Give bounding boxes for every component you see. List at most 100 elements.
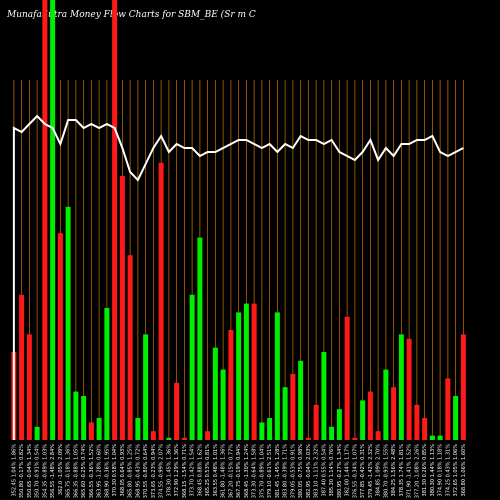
volume-bar: [251, 303, 257, 440]
x-tick-label: 374.55 -0.99% 2.07%: [159, 444, 165, 498]
volume-bars: [11, 0, 466, 441]
volume-bar: [166, 437, 172, 440]
volume-bar: [50, 0, 56, 440]
volume-bar: [205, 431, 211, 440]
x-tick-label: 361.80 -1.48% 1.36%: [221, 444, 227, 498]
x-tick-label: 377.85 -0.42% 0.31%: [360, 444, 366, 498]
x-tick-label: 350.65 -0.04% 1.34%: [27, 444, 33, 498]
x-tick-label: 350.80 -0.17% 0.82%: [19, 444, 25, 498]
x-tick-label: 368.15 -1.54% 0.71%: [182, 444, 188, 498]
volume-bar: [212, 347, 218, 440]
volume-bar: [42, 0, 48, 440]
volume-bar: [453, 396, 459, 440]
x-tick-label: 356.55 -1.48% 2.84%: [50, 444, 56, 498]
volume-bar: [112, 0, 118, 440]
volume-bar: [414, 404, 420, 440]
volume-bar: [127, 255, 133, 440]
volume-bar: [267, 418, 273, 440]
volume-bar: [406, 338, 412, 440]
volume-bar: [391, 387, 397, 440]
x-tick-label: 373.30 -0.64% 1.58%: [252, 444, 258, 498]
volume-bar: [305, 437, 311, 440]
x-tick-label: 366.35 -0.88% 1.05%: [73, 444, 79, 498]
volume-bar: [119, 176, 125, 440]
x-tick-label: 383.80 -0.39% 1.71%: [283, 444, 289, 498]
x-tick-label: 368.80 1.06% 1.60%: [461, 444, 467, 497]
x-tick-label: 350.70 -0.91% 0.54%: [35, 444, 41, 498]
volume-bar: [104, 308, 110, 440]
x-tick-label: 385.30 1.14% 0.76%: [329, 444, 335, 497]
volume-bar: [360, 400, 366, 440]
x-tick-label: 368.90 -0.36% 1.95%: [104, 444, 110, 498]
volume-bar: [460, 334, 466, 440]
volume-bar: [321, 352, 327, 440]
x-tick-label: 365.80 -0.85% 1.25%: [128, 444, 134, 498]
x-tick-label: 372.90 1.29% 1.36%: [174, 444, 180, 497]
x-tick-label: 381.30 0.26% 0.85%: [422, 444, 428, 497]
x-tick-label: 387.40 0.55% 0.54%: [321, 444, 327, 497]
x-tick-label: 380.30 1.44% 1.13%: [430, 444, 436, 497]
volume-bar: [135, 418, 141, 440]
x-tick-label: 363.55 0.48% 1.01%: [213, 444, 219, 497]
volume-bar: [197, 237, 203, 440]
volume-bar: [81, 396, 87, 440]
x-tick-label: 381.45 -1.45% 1.28%: [275, 444, 281, 498]
volume-bar: [352, 437, 358, 440]
x-tick-label: 371.90 -1.41% 1.52%: [407, 444, 413, 498]
x-tick-label: 368.45 -1.30% 1.24%: [244, 444, 250, 498]
volume-bar: [375, 431, 381, 440]
volume-bar: [422, 418, 428, 440]
x-tick-label: 384.85 1.09% 2.70%: [376, 444, 382, 497]
x-tick-label: 367.75 -0.19% 0.94%: [236, 444, 242, 498]
volume-bar: [437, 435, 443, 440]
volume-bar: [445, 378, 451, 440]
x-tick-label: 366.55 -0.36% 1.52%: [89, 444, 95, 498]
x-tick-label: 373.70 1.42% 1.54%: [190, 444, 196, 497]
volume-bar: [298, 360, 304, 440]
x-tick-label: 380.95 -0.27% 1.34%: [337, 444, 343, 498]
volume-bar: [313, 404, 319, 440]
volume-bar: [65, 206, 71, 440]
volume-bar: [259, 422, 265, 440]
volume-bar: [398, 334, 404, 440]
volume-bar: [344, 316, 350, 440]
x-tick-label: 382.95 -0.04% 2.03%: [306, 444, 312, 498]
volume-bar: [26, 334, 32, 440]
x-tick-label: 362.0 -1.05% 2.09%: [58, 444, 64, 495]
x-tick-label: 383.10 -1.11% 2.32%: [314, 444, 320, 498]
volume-bar: [34, 426, 40, 440]
x-tick-label: 379.05 -0.53% 0.91%: [290, 444, 296, 498]
volume-bar: [158, 162, 164, 441]
x-axis-tick-labels: 352.45 1.04% 1.86% 350.80 -0.17% 0.82% 350…: [11, 444, 467, 498]
x-tick-label: 379.45 -1.42% 2.32%: [368, 444, 374, 498]
x-tick-label: 370.55 -0.80% 0.64%: [143, 444, 149, 498]
volume-bar: [228, 330, 234, 440]
volume-bar: [73, 391, 79, 440]
price-line: [12, 114, 464, 440]
x-tick-label: 370.30 0.58% 1.04%: [112, 444, 118, 497]
x-tick-label: 365.25 0.53% 0.81%: [205, 444, 211, 497]
volume-bar: [243, 303, 249, 440]
volume-bar: [429, 435, 435, 440]
volume-bar: [150, 431, 156, 440]
x-tick-label: 367.20 -0.15% 0.77%: [228, 444, 234, 498]
volume-bar: [383, 369, 389, 440]
volume-bar: [236, 312, 242, 440]
x-tick-label: 379.10 -0.61% 2.51%: [267, 444, 273, 498]
volume-bar: [329, 426, 335, 440]
x-tick-label: 363.95 -1.28% 0.60%: [97, 444, 103, 498]
x-tick-label: 375.70 -0.89% 1.04%: [259, 444, 265, 498]
volume-bar: [88, 422, 94, 440]
x-tick-label: 372.65 1.05% 1.06%: [453, 444, 459, 497]
volume-bar: [336, 409, 342, 440]
x-tick-label: 365.75 -0.18% 1.36%: [66, 444, 72, 498]
volume-bar: [19, 294, 25, 440]
volume-bar: [290, 374, 296, 440]
x-tick-label: 368.95 -0.43% 0.72%: [135, 444, 141, 498]
volume-bar: [143, 334, 149, 440]
volume-bar: [282, 387, 288, 440]
x-tick-label: 352.45 1.04% 1.86%: [11, 444, 17, 497]
volume-bar: [57, 233, 63, 440]
x-tick-label: 377.20 -1.08% 2.26%: [414, 444, 420, 498]
